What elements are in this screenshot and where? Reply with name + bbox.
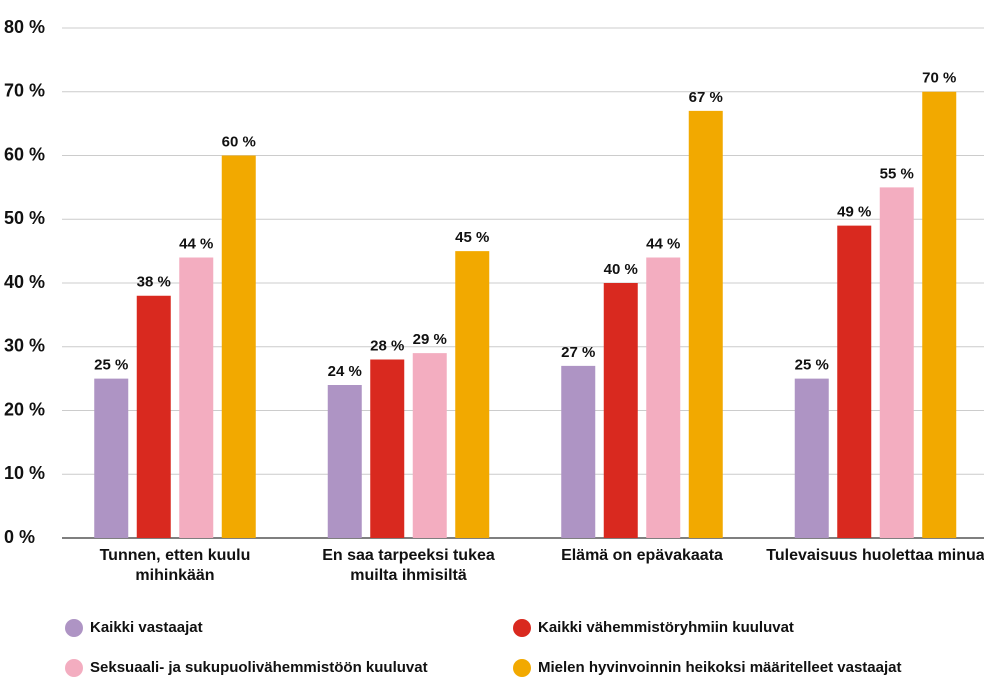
- data-label: 44 %: [646, 235, 680, 252]
- data-label: 28 %: [370, 337, 404, 354]
- x-tick-label: Tunnen, etten kuulu mihinkään: [99, 547, 251, 584]
- data-label: 24 %: [328, 363, 362, 380]
- bar: [688, 110, 723, 538]
- legend-marker: [65, 659, 83, 677]
- x-tick-label: Elämä on epävakaata: [561, 547, 723, 564]
- data-label: 60 %: [222, 133, 256, 150]
- bar: [922, 91, 957, 538]
- y-tick-label: 10 %: [4, 463, 45, 483]
- data-label: 40 %: [604, 261, 638, 278]
- bar: [136, 295, 171, 538]
- y-tick-label: 40 %: [4, 272, 45, 292]
- bar: [412, 353, 447, 538]
- data-label: 27 %: [561, 344, 595, 361]
- bar: [455, 251, 490, 538]
- data-label: 38 %: [137, 274, 171, 291]
- bar: [837, 225, 872, 538]
- x-tick-label: En saa tarpeeksi tukea muilta ihmisiltä: [322, 547, 495, 584]
- data-label: 25 %: [795, 357, 829, 374]
- legend-marker: [65, 619, 83, 637]
- bar: [646, 257, 681, 538]
- bar: [794, 378, 829, 538]
- legend-marker: [513, 619, 531, 637]
- bar: [561, 365, 596, 538]
- y-tick-label: 30 %: [4, 336, 45, 356]
- data-label: 25 %: [94, 357, 128, 374]
- bar: [221, 155, 256, 538]
- bar: [879, 187, 914, 538]
- data-label: 67 %: [689, 89, 723, 106]
- legend-label: Kaikki vähemmistöryhmiin kuuluvat: [538, 619, 794, 636]
- data-label: 44 %: [179, 235, 213, 252]
- data-label: 29 %: [413, 331, 447, 348]
- data-label: 70 %: [922, 70, 956, 87]
- legend-marker: [513, 659, 531, 677]
- data-label: 55 %: [880, 165, 914, 182]
- legend-label: Mielen hyvinvoinnin heikoksi määritellee…: [538, 659, 901, 676]
- x-tick-label: Tulevaisuus huolettaa minua: [766, 547, 984, 564]
- bar: [179, 257, 214, 538]
- data-label: 49 %: [837, 204, 871, 221]
- data-label: 45 %: [455, 229, 489, 246]
- y-tick-label: 20 %: [4, 399, 45, 419]
- legend-label: Seksuaali- ja sukupuolivähemmistöön kuul…: [90, 659, 428, 676]
- bar: [327, 385, 362, 538]
- bar: [370, 359, 405, 538]
- y-tick-label: 80 %: [4, 17, 45, 37]
- y-tick-label: 50 %: [4, 208, 45, 228]
- bar: [603, 283, 638, 538]
- y-tick-label: 60 %: [4, 144, 45, 164]
- y-tick-label: 70 %: [4, 81, 45, 101]
- legend-label: Kaikki vastaajat: [90, 619, 203, 636]
- y-tick-label: 0 %: [4, 527, 35, 547]
- bar: [94, 378, 129, 538]
